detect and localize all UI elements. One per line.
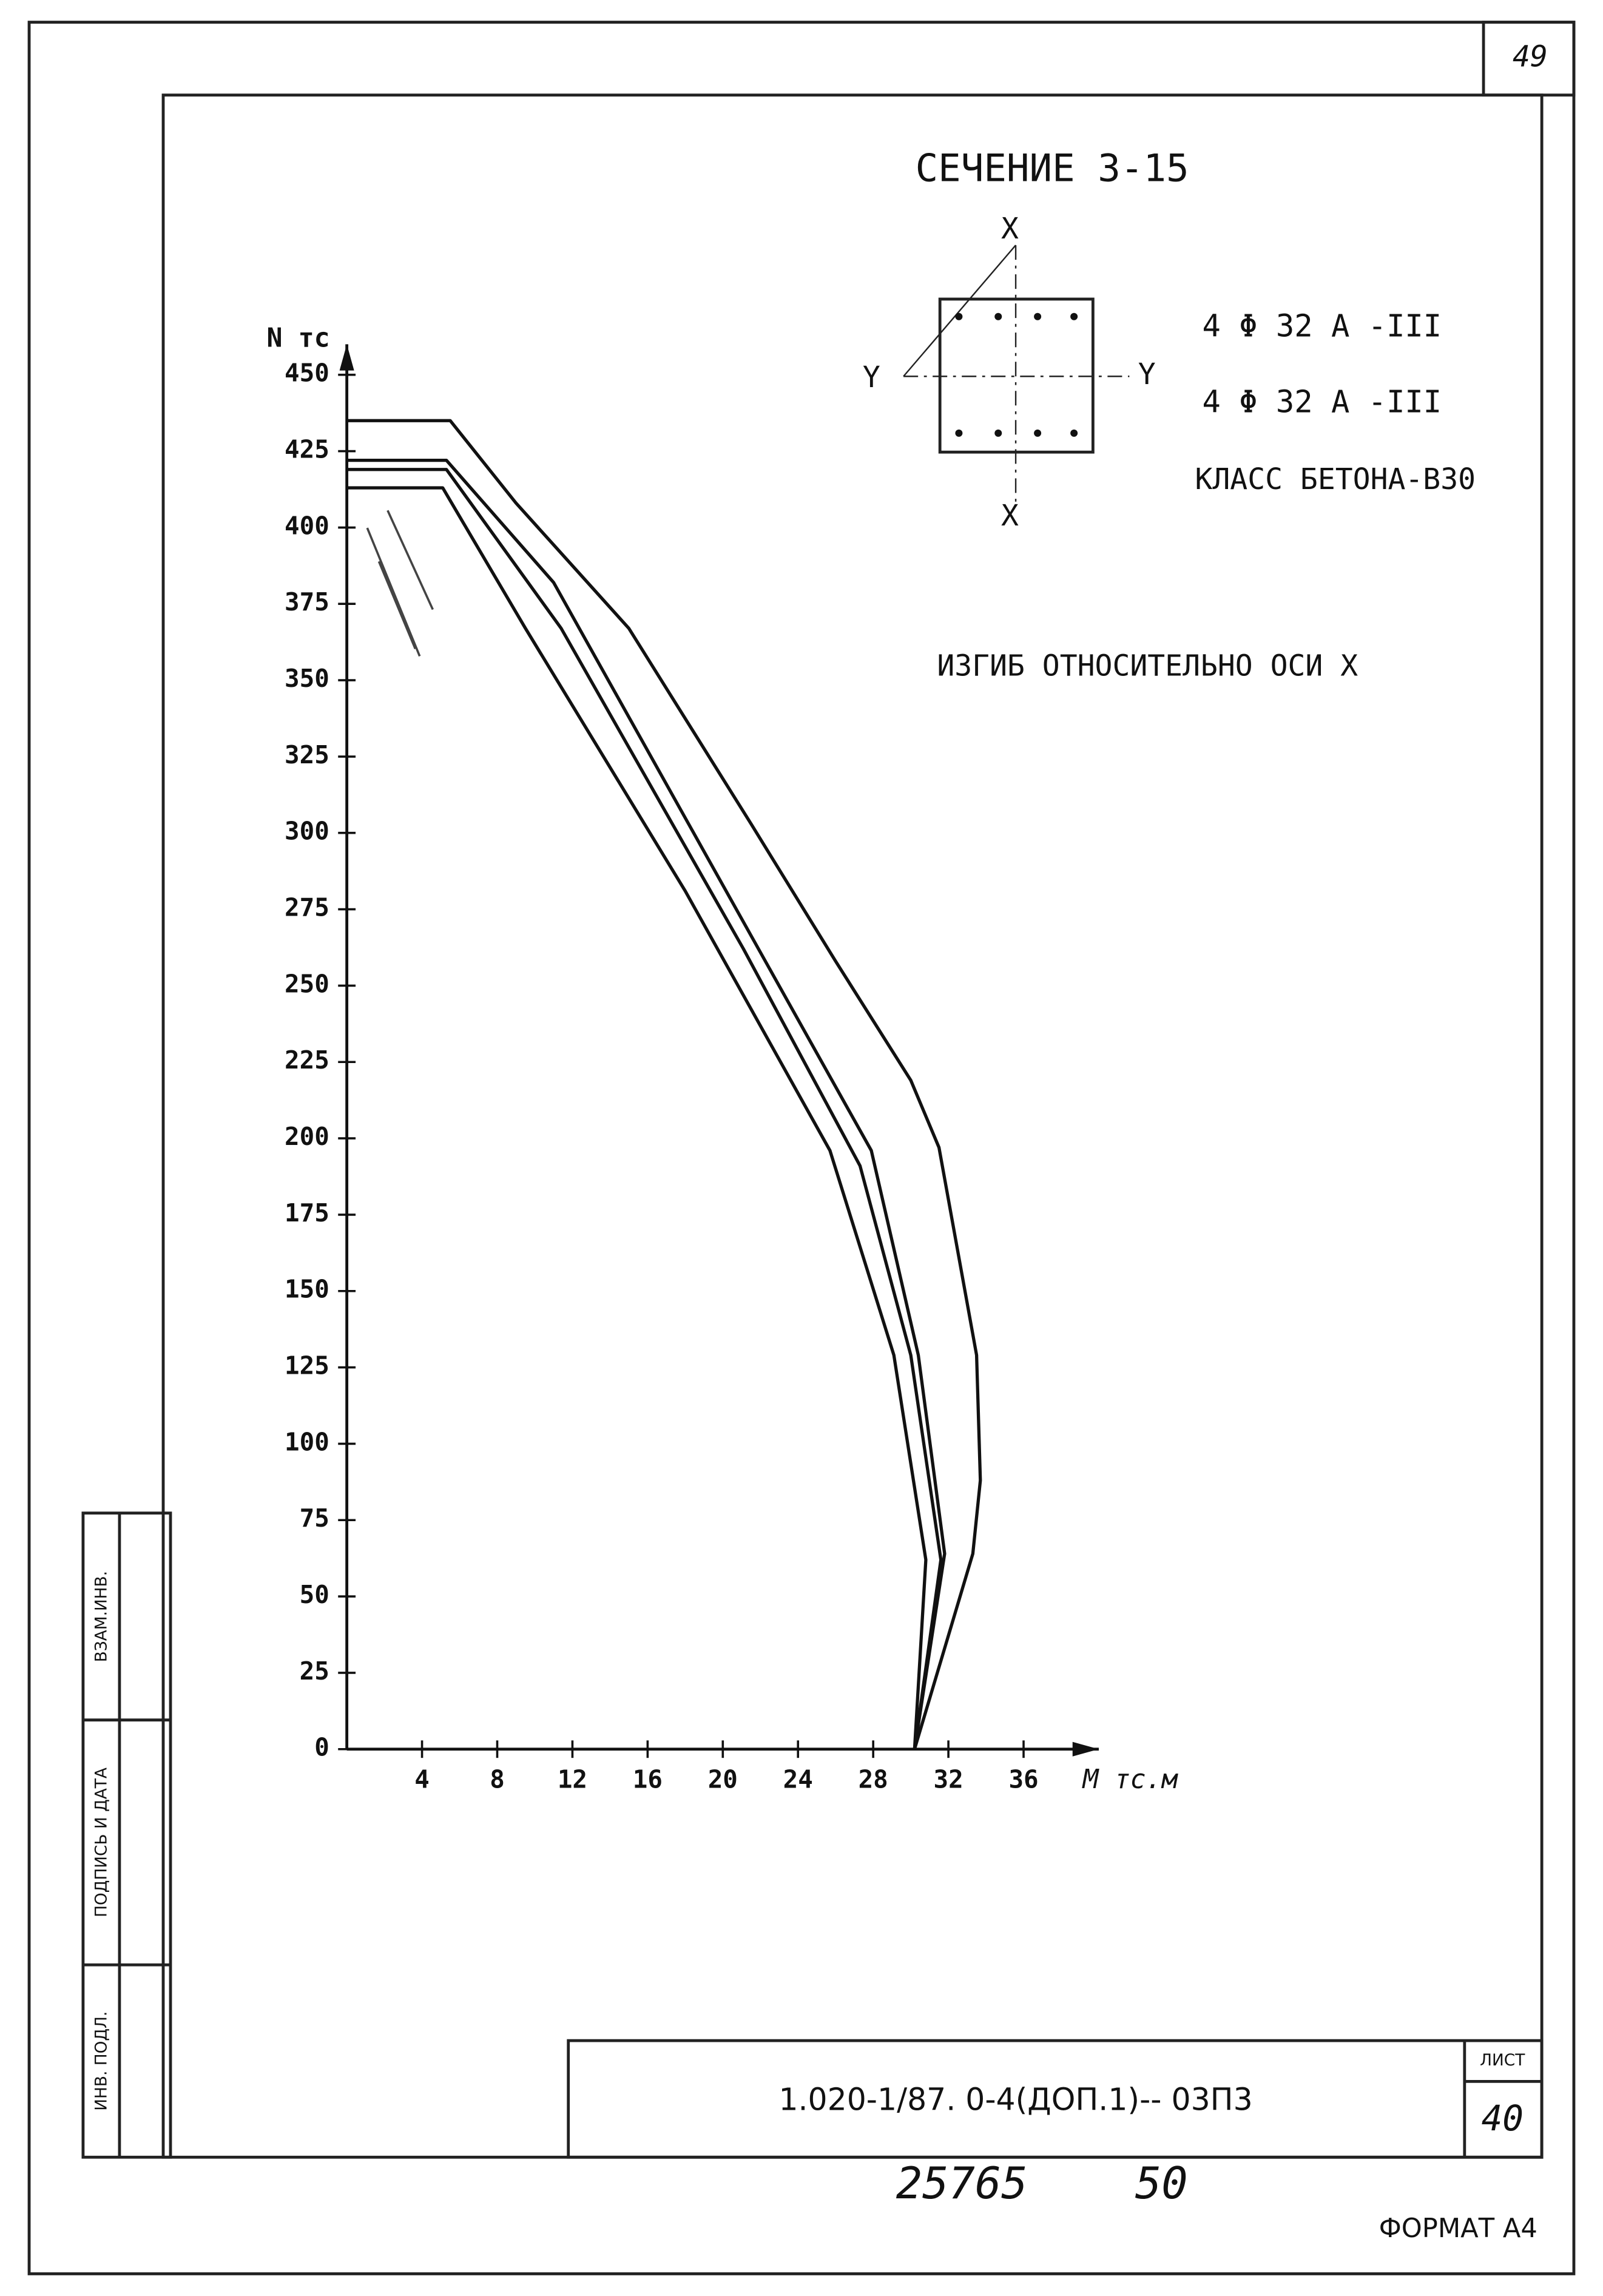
curve [346,468,943,1750]
x-tick-label: 36 [1008,1765,1038,1794]
x-tick-label: 4 [414,1765,430,1794]
y-tick-label: 75 [300,1504,329,1533]
page-number-box [1482,21,1576,97]
curve [346,419,982,1750]
axis-label: X [1001,212,1019,246]
y-tick-label: 50 [300,1580,329,1609]
title-frame [567,2039,1544,2159]
y-tick-label: 450 [285,359,329,388]
x-tick-label: 20 [708,1765,738,1794]
rebar-dots [955,312,1078,437]
hatch [366,510,434,657]
y-tick-label: 0 [314,1733,329,1762]
title-block: 1.020-1/87. 0-4(ДОП.1)-- 03П3 ЛИСТ 40 [567,2039,1544,2159]
y-tick-label: 25 [300,1656,329,1686]
section-diagram: X X Y Y [863,212,1156,533]
handwritten-number: 25765 [896,2158,1028,2209]
document-code: 1.020-1/87. 0-4(ДОП.1)-- 03П3 [778,2081,1252,2117]
handwritten-number: 50 [1135,2158,1188,2209]
stamp-label: ВЗАМ.ИНВ. [92,1571,111,1662]
stamp-label: ПОДПИСЬ И ДАТА [92,1768,111,1917]
sheet-number: 40 [1482,2098,1524,2139]
side-stamp: ВЗАМ.ИНВ. ПОДПИСЬ И ДАТА ИНВ. ПОДЛ. [81,1511,172,2159]
y-axis-label: N тс [267,323,330,354]
stamp-label: ИНВ. ПОДЛ. [92,2011,111,2111]
x-tick-label: 16 [633,1765,663,1794]
curve [346,486,928,1749]
y-tick-label: 150 [285,1275,329,1304]
reinforcement: 4 Φ 32 A -III [1203,383,1442,419]
sheet-label: ЛИСТ [1480,2051,1525,2070]
y-tick-label: 375 [285,587,329,616]
y-tick-label: 250 [285,969,329,998]
x-axis-arrow [1072,1741,1099,1757]
x-tick-label: 28 [859,1765,888,1794]
y-tick-label: 100 [285,1427,329,1456]
y-tick-label: 225 [285,1045,329,1075]
y-tick-label: 350 [285,664,329,693]
curve [346,459,947,1750]
leader-line [903,245,1016,377]
y-tick-label: 300 [285,817,329,846]
x-tick-label: 24 [783,1765,813,1794]
y-tick-label: 200 [285,1122,329,1151]
axis-label: Y [1138,357,1156,391]
page-number: 49 [1513,40,1548,74]
axis-label: X [1001,499,1019,533]
y-tick-label: 400 [285,511,329,540]
axis-label: Y [863,360,880,394]
x-tick-label: 8 [490,1765,505,1794]
stamp-frame [81,1511,172,2159]
y-tick-label: 275 [285,893,329,922]
chart: N тс M тс.м 0 25 50 75 100 125 150 175 200 225 250… [267,323,1179,1795]
format-label: ФОРМАТ А4 [1379,2213,1537,2244]
reinforcement: 4 Φ 32 A -III [1203,308,1442,343]
outer-border [27,21,1576,2275]
y-tick-label: 175 [285,1198,329,1227]
bending-note: ИЗГИБ ОТНОСИТЕЛЬНО ОСИ X [937,649,1358,683]
y-axis-arrow [339,344,354,371]
y-tick-label: 425 [285,435,329,464]
y-tick-label: 325 [285,740,329,769]
x-tick-label: 12 [558,1765,587,1794]
x-axis-label: M тс.м [1082,1764,1179,1795]
x-tick-label: 32 [934,1765,963,1794]
y-tick-label: 125 [285,1351,329,1380]
section-title: СЕЧЕНИЕ 3-15 [916,146,1189,191]
concrete-class: КЛАСС БЕТОНА-В30 [1195,462,1476,496]
